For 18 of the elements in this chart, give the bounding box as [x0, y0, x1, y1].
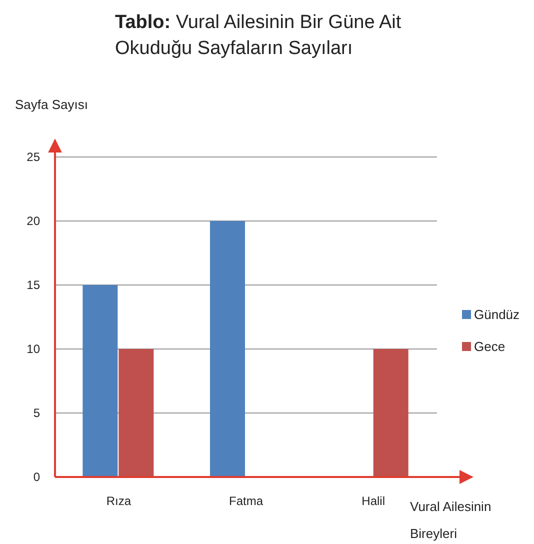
legend-label: Gündüz	[474, 307, 520, 322]
y-tick-label: 10	[26, 342, 40, 356]
bar	[373, 349, 408, 477]
x-axis-title: Vural Ailesinin Bireyleri	[410, 499, 492, 541]
bar	[118, 349, 154, 477]
y-tick-label: 20	[26, 214, 40, 228]
x-tick-label: Halil	[362, 494, 386, 508]
legend-label: Gece	[474, 339, 506, 354]
y-tick-label: 25	[26, 150, 40, 164]
y-axis-title: Sayfa Sayısı	[15, 97, 88, 112]
y-tick-label: 0	[33, 470, 40, 484]
bar	[82, 285, 118, 477]
x-tick-label: Rıza	[106, 494, 132, 508]
y-tick-label: 15	[26, 278, 40, 292]
y-tick-label: 5	[33, 406, 40, 420]
bar	[210, 221, 245, 477]
chart-title: Tablo: Vural Ailesinin Bir Güne Ait Okuduğu Sayfaların Sayıları	[115, 12, 402, 59]
x-tick-label: Fatma	[228, 494, 264, 508]
